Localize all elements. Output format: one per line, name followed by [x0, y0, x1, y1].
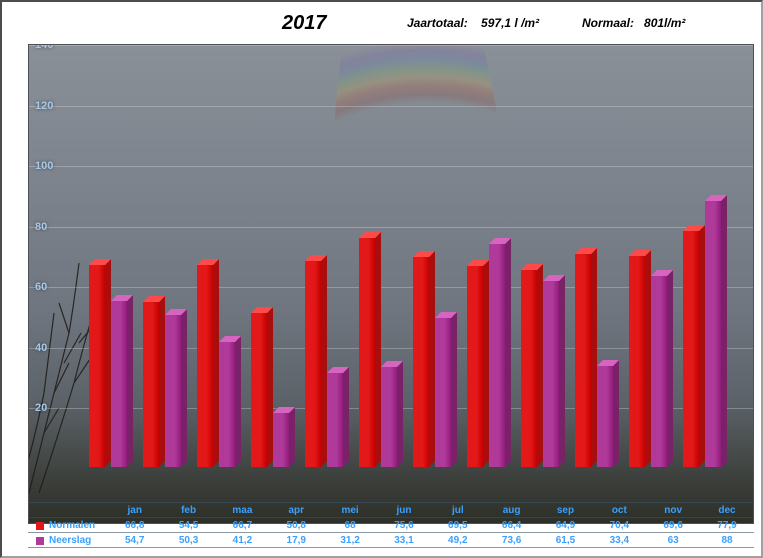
- data-value: 63: [646, 535, 700, 546]
- bar-normalen: [521, 270, 537, 467]
- bar-normalen: [251, 313, 267, 467]
- data-value: 49,2: [431, 535, 485, 546]
- bar-neerslag: [435, 318, 451, 467]
- bar-neerslag: [111, 301, 127, 467]
- bar-normalen: [467, 266, 483, 467]
- bar-neerslag: [327, 373, 343, 467]
- chart-header: 2017 Jaartotaal: 597,1 l /m² Normaal: 80…: [2, 2, 761, 44]
- month-label: sep: [539, 505, 593, 516]
- bar-neerslag: [273, 413, 289, 467]
- table-row: Normalen 66,854,566,750,86875,669,566,464…: [28, 518, 754, 533]
- data-value: 70,4: [592, 520, 646, 531]
- bar-normalen: [683, 231, 699, 467]
- data-value: 77,9: [700, 520, 754, 531]
- data-value: 54,7: [108, 535, 162, 546]
- data-value: 69,6: [646, 520, 700, 531]
- data-value: 64,9: [539, 520, 593, 531]
- bar-neerslag: [489, 244, 505, 467]
- data-value: 33,1: [377, 535, 431, 546]
- data-value: 41,2: [215, 535, 269, 546]
- bar-normalen: [359, 238, 375, 467]
- chart-container: 2017 Jaartotaal: 597,1 l /m² Normaal: 80…: [0, 0, 763, 558]
- bar-neerslag: [597, 366, 613, 467]
- y-tick-label: 80: [35, 221, 47, 233]
- legend-label: Neerslag: [49, 535, 91, 546]
- bar-neerslag: [543, 281, 559, 467]
- month-label: jan: [108, 505, 162, 516]
- y-tick-label: 60: [35, 281, 47, 293]
- data-value: 33,4: [592, 535, 646, 546]
- subtitle-total-label: Jaartotaal:: [407, 16, 468, 30]
- month-label: aug: [485, 505, 539, 516]
- subtitle-total: Jaartotaal: 597,1 l /m²: [407, 16, 539, 30]
- month-label: mei: [323, 505, 377, 516]
- bar-normalen: [305, 261, 321, 467]
- data-value: 31,2: [323, 535, 377, 546]
- bar-normalen: [575, 254, 591, 467]
- data-value: 66,7: [215, 520, 269, 531]
- bar-normalen: [89, 265, 105, 467]
- table-row-months: janfebmaaaprmeijunjulaugsepoctnovdec: [28, 503, 754, 518]
- legend-cell: Neerslag: [28, 535, 108, 546]
- subtitle-norm-value: 801l/m²: [644, 16, 685, 30]
- bar-neerslag: [381, 367, 397, 467]
- data-value: 17,9: [269, 535, 323, 546]
- y-tick-label: 140: [35, 44, 53, 51]
- month-label: apr: [269, 505, 323, 516]
- month-label: nov: [646, 505, 700, 516]
- data-value: 69,5: [431, 520, 485, 531]
- y-tick-label: 120: [35, 100, 53, 112]
- subtitle-norm: Normaal: 801l/m²: [582, 16, 685, 30]
- y-tick-label: 20: [35, 402, 47, 414]
- month-label: dec: [700, 505, 754, 516]
- data-value: 66,4: [485, 520, 539, 531]
- chart-title: 2017: [282, 12, 327, 35]
- data-value: 61,5: [539, 535, 593, 546]
- bar-neerslag: [219, 342, 235, 467]
- y-tick-label: 40: [35, 342, 47, 354]
- legend-swatch: [36, 522, 44, 530]
- legend-cell: Normalen: [28, 520, 108, 531]
- bar-neerslag: [651, 276, 667, 467]
- month-label: maa: [215, 505, 269, 516]
- data-value: 50,8: [269, 520, 323, 531]
- legend-swatch: [36, 537, 44, 545]
- data-value: 68: [323, 520, 377, 531]
- data-value: 50,3: [162, 535, 216, 546]
- bar-normalen: [143, 302, 159, 467]
- y-tick-label: 100: [35, 160, 53, 172]
- bar-neerslag: [165, 315, 181, 467]
- plot-area: 20 40 60 80 100 120 140: [28, 44, 754, 524]
- bar-neerslag: [705, 201, 721, 468]
- data-value: 66,8: [108, 520, 162, 531]
- subtitle-total-value: 597,1 l /m²: [481, 16, 539, 30]
- table-row: Neerslag 54,750,341,217,931,233,149,273,6…: [28, 533, 754, 548]
- month-label: jun: [377, 505, 431, 516]
- subtitle-norm-label: Normaal:: [582, 16, 634, 30]
- legend-label: Normalen: [49, 520, 95, 531]
- bar-normalen: [413, 257, 429, 467]
- month-label: feb: [162, 505, 216, 516]
- data-table: janfebmaaaprmeijunjulaugsepoctnovdecNorm…: [28, 503, 754, 548]
- month-label: jul: [431, 505, 485, 516]
- data-value: 88: [700, 535, 754, 546]
- data-value: 54,5: [162, 520, 216, 531]
- bar-normalen: [629, 256, 645, 467]
- bars-region: [89, 45, 743, 467]
- month-label: oct: [592, 505, 646, 516]
- bar-normalen: [197, 265, 213, 467]
- data-value: 75,6: [377, 520, 431, 531]
- data-value: 73,6: [485, 535, 539, 546]
